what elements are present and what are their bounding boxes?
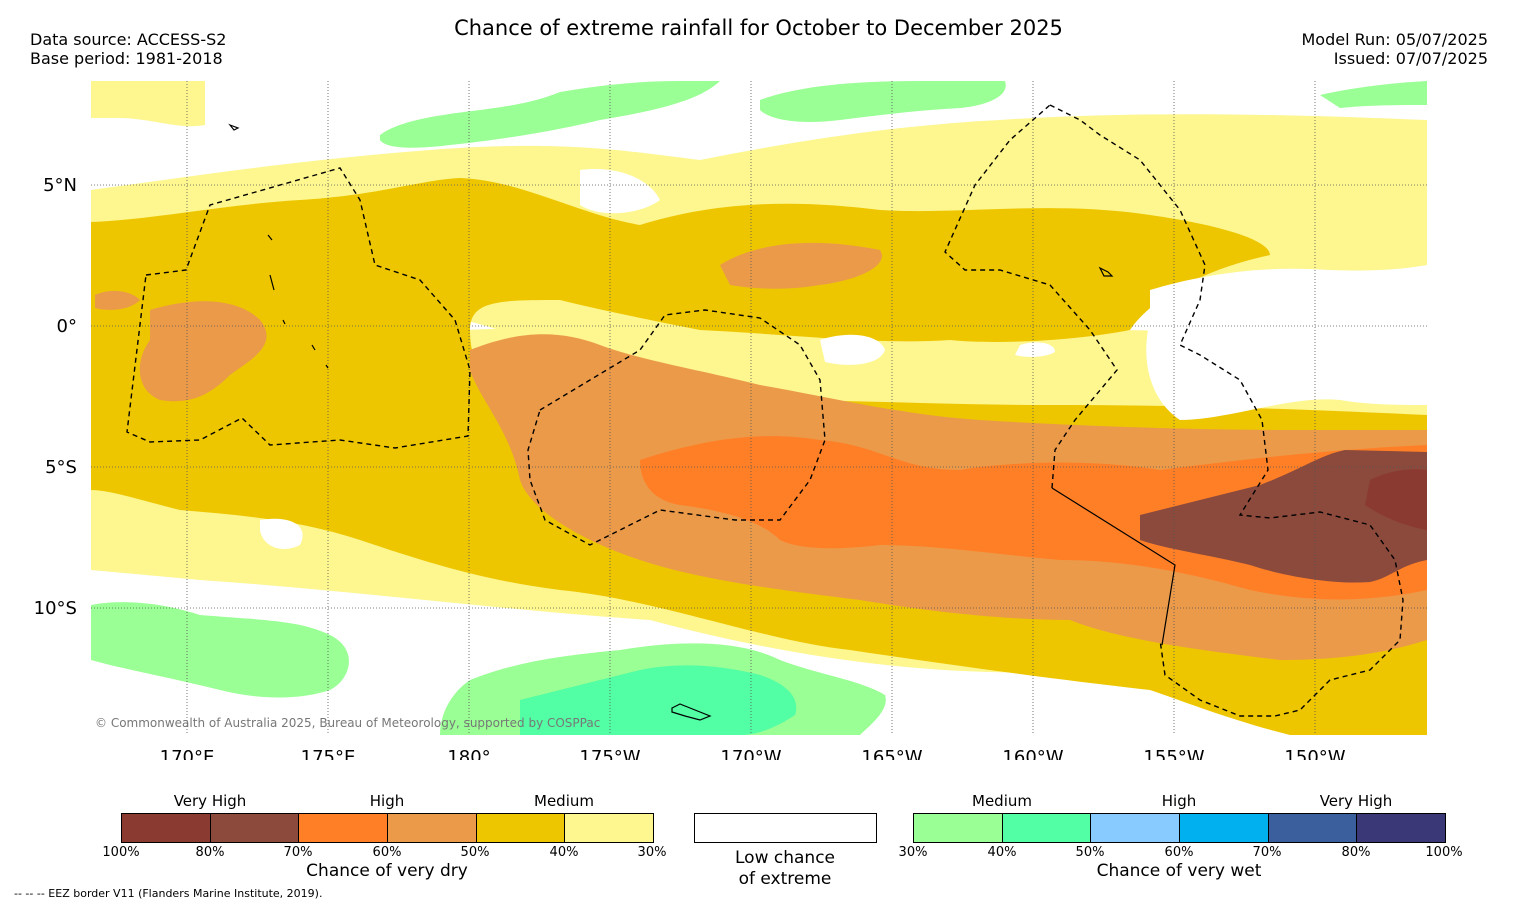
eez-kiribati-line (1049, 104, 1404, 717)
wet-tick: 30% (898, 845, 928, 860)
lat-label-0: 0° (57, 316, 77, 337)
wet-tick: 80% (1341, 845, 1371, 860)
dry-legend-title: Chance of very dry (306, 861, 468, 881)
low-patch-east-2 (1270, 293, 1360, 316)
eez-kiribati-gilbert (126, 167, 471, 449)
dry-tick: 40% (549, 845, 579, 860)
graticule (91, 81, 1427, 735)
low-swatch (694, 813, 877, 843)
rainfall-map: 5°N 0° 5°S 10°S 170°E 175°E 180° 175°W 1… (34, 81, 1427, 760)
lon-label-150w: 150°W (1284, 747, 1345, 760)
copyright-notice: © Commonwealth of Australia 2025, Bureau… (95, 716, 601, 730)
dry-tick: 30% (637, 845, 667, 860)
dry-tick: 60% (372, 845, 402, 860)
wet-colorbar (913, 813, 1446, 843)
wet-medium-30-ne (1320, 81, 1427, 108)
eez-footnote: -- -- -- EEZ border V11 (Flanders Marine… (14, 887, 323, 900)
dry-tick: 80% (195, 845, 225, 860)
wet-tick: 100% (1425, 845, 1463, 860)
dry-swatch-70 (299, 814, 389, 842)
map-layers (91, 81, 1427, 735)
eez-borders (126, 104, 1404, 717)
data-source: Data source: ACCESS-S2 (30, 30, 227, 49)
eez-kiribati-phoenix (944, 104, 1118, 489)
dry-high-60-north (720, 242, 882, 289)
dry-colorbar (121, 813, 654, 843)
lon-label-160w: 160°W (1002, 747, 1063, 760)
issued-date: Issued: 07/07/2025 (1333, 49, 1488, 68)
map-title: Chance of extreme rainfall for October t… (454, 16, 1063, 40)
low-legend-line1: Low chance (735, 848, 835, 868)
wet-tick: 60% (1164, 845, 1194, 860)
wet-swatch-80 (1357, 814, 1446, 842)
wet-level-high: High (1161, 792, 1197, 810)
run-info: Model Run: 05/07/2025 Issued: 07/07/2025 (1302, 30, 1489, 68)
wet-medium-30-sw (91, 602, 349, 698)
islands (228, 123, 1114, 721)
lat-label-5n: 5°N (43, 175, 77, 196)
lon-label-180: 180° (447, 747, 490, 760)
dry-tick: 100% (102, 845, 140, 860)
dry-high-60-west (139, 301, 267, 402)
low-patch-top (580, 169, 660, 214)
wet-tick: 40% (987, 845, 1017, 860)
lon-label-155w: 155°W (1143, 747, 1204, 760)
wet-swatch-50 (1091, 814, 1181, 842)
wet-medium-40-south (520, 665, 797, 735)
wet-tick: 50% (1075, 845, 1105, 860)
wet-legend-title: Chance of very wet (1096, 861, 1262, 881)
low-legend-line2: of extreme (738, 869, 832, 889)
dry-swatch-100 (122, 814, 211, 842)
data-info: Data source: ACCESS-S2 Base period: 1981… (30, 30, 226, 68)
lon-label-175w: 175°W (579, 747, 640, 760)
dry-level-high: High (369, 792, 405, 810)
wet-swatch-30 (914, 814, 1003, 842)
lon-label-170e: 170°E (160, 747, 215, 760)
lat-label-10s: 10°S (34, 598, 77, 619)
dry-very-high-100 (1365, 469, 1427, 530)
low-patch-mid (820, 334, 885, 365)
wet-medium-30-top-right (760, 81, 1006, 122)
lon-label-165w: 165°W (861, 747, 922, 760)
wet-swatch-70 (1268, 814, 1358, 842)
wet-level-medium: Medium (972, 792, 1032, 810)
base-period: Base period: 1981-2018 (30, 49, 223, 68)
dry-medium-40-top (91, 81, 205, 127)
wet-swatch-60 (1180, 814, 1269, 842)
dry-tick: 70% (283, 845, 313, 860)
wet-tick: 70% (1252, 845, 1282, 860)
wet-level-very-high: Very High (1319, 792, 1393, 810)
wet-swatch-40 (1002, 814, 1092, 842)
dry-level-very-high: Very High (173, 792, 247, 810)
dry-high-60-small (95, 290, 140, 310)
dry-swatch-80 (210, 814, 300, 842)
dry-tick: 50% (460, 845, 490, 860)
wet-medium-30-top (380, 81, 720, 148)
dry-swatch-40 (565, 814, 654, 842)
dry-swatch-50 (476, 814, 566, 842)
low-patch-mid-2 (1015, 342, 1055, 357)
dry-level-medium: Medium (534, 792, 594, 810)
lon-label-170w: 170°W (720, 747, 781, 760)
boundary-solid (1051, 487, 1176, 646)
model-run: Model Run: 05/07/2025 (1301, 30, 1489, 49)
low-patch-east (1146, 265, 1427, 420)
lon-label-175e: 175°E (301, 747, 356, 760)
dry-swatch-60 (388, 814, 477, 842)
low-patch-south-west (260, 518, 303, 550)
lat-label-5s: 5°S (45, 457, 77, 478)
